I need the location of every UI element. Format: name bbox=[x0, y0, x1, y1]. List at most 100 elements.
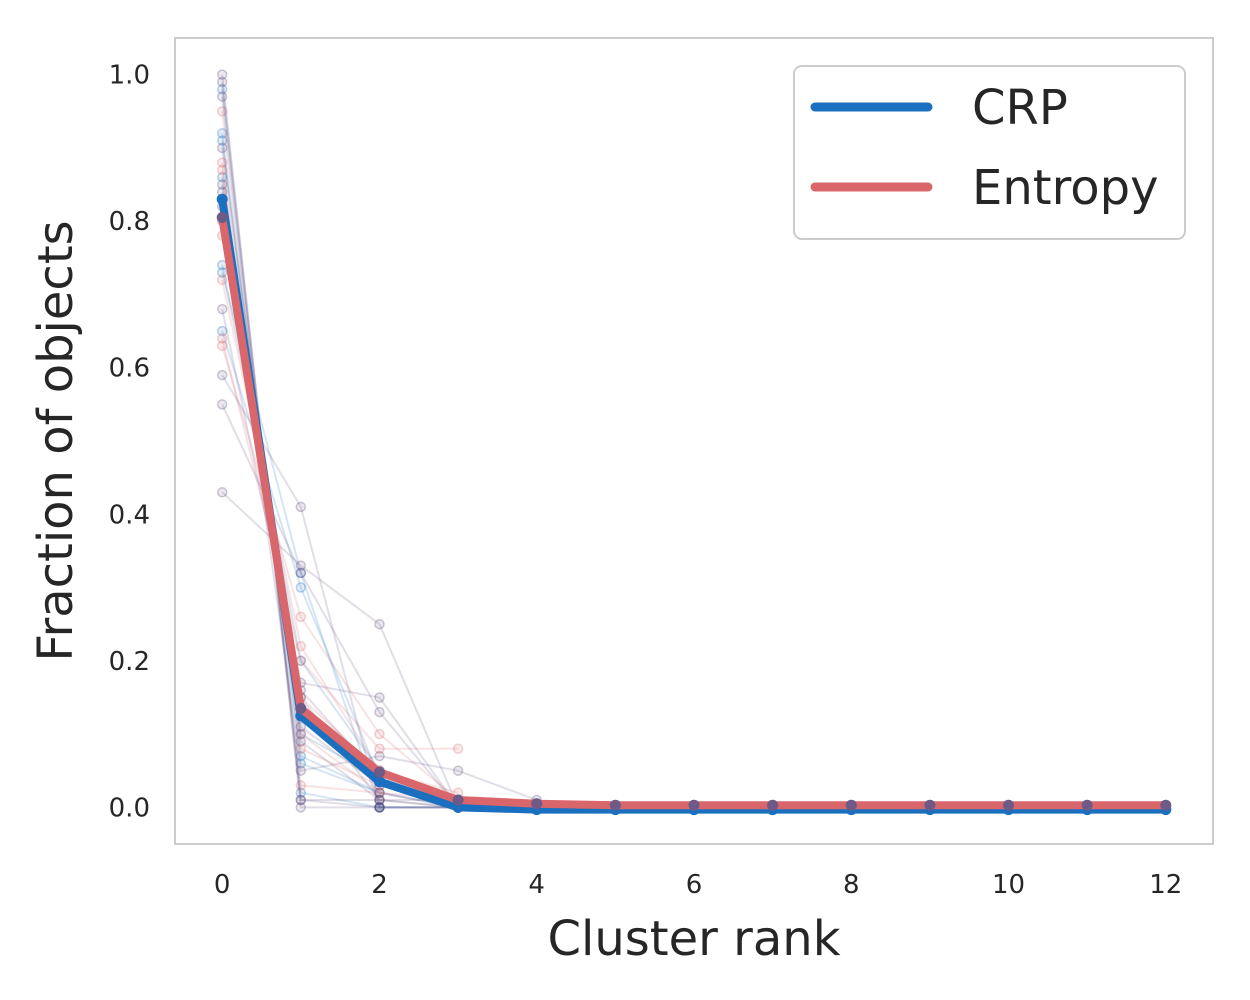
run-point bbox=[295, 501, 307, 513]
y-tick-label: 0.6 bbox=[109, 354, 150, 384]
series-point-entropy bbox=[1081, 799, 1093, 811]
run-point bbox=[374, 787, 385, 798]
series-point-entropy bbox=[1003, 799, 1014, 811]
x-tick-label: 12 bbox=[1149, 870, 1182, 900]
run-line-10 bbox=[221, 338, 459, 750]
y-axis-ticks: 0.0 0.2 0.4 0.6 0.8 1.0 bbox=[109, 61, 150, 824]
run-point bbox=[216, 303, 228, 315]
series-point-entropy bbox=[767, 799, 779, 811]
run-point bbox=[295, 567, 307, 579]
series-point-crp bbox=[216, 193, 228, 205]
run-point bbox=[216, 164, 228, 176]
x-tick-label: 4 bbox=[528, 870, 545, 900]
x-tick-label: 8 bbox=[843, 870, 860, 900]
run-point bbox=[374, 728, 385, 740]
run-point bbox=[216, 274, 228, 286]
y-tick-label: 1.0 bbox=[109, 61, 150, 91]
run-point bbox=[374, 794, 385, 806]
run-point bbox=[295, 736, 307, 747]
run-point bbox=[216, 157, 228, 168]
run-point bbox=[452, 743, 464, 754]
run-point bbox=[295, 758, 307, 769]
series-point-entropy bbox=[216, 212, 228, 223]
run-point bbox=[216, 267, 228, 278]
run-point bbox=[216, 179, 228, 190]
run-point bbox=[374, 802, 385, 813]
run-point bbox=[216, 135, 228, 146]
series-point-entropy bbox=[688, 799, 700, 811]
series-point-entropy bbox=[452, 794, 464, 806]
run-point bbox=[374, 787, 385, 798]
run-line-24 bbox=[221, 206, 538, 801]
run-point bbox=[374, 692, 385, 703]
y-tick-label: 0.0 bbox=[109, 793, 150, 823]
run-line-5 bbox=[221, 272, 459, 809]
y-axis-label: Fraction of objects bbox=[28, 220, 84, 661]
run-line-16 bbox=[221, 491, 460, 808]
run-point bbox=[216, 399, 228, 410]
run-point bbox=[295, 787, 307, 798]
run-point bbox=[374, 787, 385, 798]
run-point bbox=[374, 794, 385, 806]
run-point bbox=[216, 369, 228, 381]
run-point bbox=[374, 802, 385, 813]
run-point bbox=[295, 582, 307, 593]
run-point bbox=[295, 794, 307, 806]
legend-crp-label: CRP bbox=[972, 80, 1068, 136]
run-point bbox=[295, 640, 307, 652]
run-point bbox=[295, 780, 307, 791]
run-line-17 bbox=[221, 308, 459, 808]
run-point bbox=[216, 142, 228, 154]
run-point bbox=[374, 750, 385, 762]
x-axis-label: Cluster rank bbox=[548, 911, 841, 967]
run-point bbox=[216, 333, 228, 344]
x-tick-label: 10 bbox=[992, 870, 1025, 900]
run-point bbox=[216, 340, 228, 351]
mean-series bbox=[216, 193, 1172, 816]
y-tick-label: 0.4 bbox=[109, 500, 150, 530]
x-axis-ticks: 0 2 4 6 8 10 12 bbox=[214, 870, 1182, 900]
run-point bbox=[452, 765, 464, 776]
run-point bbox=[374, 618, 385, 630]
series-point-entropy bbox=[1160, 799, 1172, 811]
run-point bbox=[216, 84, 228, 95]
run-point bbox=[374, 794, 385, 806]
run-point bbox=[295, 721, 307, 733]
y-tick-label: 0.2 bbox=[109, 647, 150, 677]
x-tick-label: 2 bbox=[371, 870, 388, 900]
run-point bbox=[216, 487, 228, 498]
series-point-entropy bbox=[924, 799, 936, 811]
series-point-entropy bbox=[295, 702, 307, 714]
run-point bbox=[295, 567, 307, 579]
run-point bbox=[295, 765, 307, 776]
run-point bbox=[374, 743, 385, 754]
run-point bbox=[295, 611, 307, 623]
series-point-entropy bbox=[845, 799, 857, 811]
run-point bbox=[216, 91, 228, 102]
run-point bbox=[295, 750, 307, 762]
run-point bbox=[374, 802, 385, 813]
run-point bbox=[374, 787, 385, 798]
run-point bbox=[216, 106, 228, 117]
series-point-entropy bbox=[531, 798, 543, 810]
x-tick-label: 0 bbox=[214, 870, 231, 900]
run-point bbox=[374, 706, 385, 718]
series-point-crp bbox=[374, 776, 385, 788]
run-point bbox=[295, 560, 307, 571]
run-point bbox=[216, 69, 228, 80]
series-point-entropy bbox=[374, 766, 385, 778]
legend-entropy-label: Entropy bbox=[972, 160, 1159, 216]
run-point bbox=[216, 171, 228, 183]
run-point bbox=[216, 76, 228, 88]
y-tick-label: 0.8 bbox=[109, 207, 150, 237]
run-point bbox=[374, 802, 385, 813]
legend: CRP Entropy bbox=[793, 65, 1186, 240]
run-point bbox=[216, 128, 228, 139]
run-point bbox=[216, 325, 228, 337]
run-point bbox=[295, 728, 307, 740]
run-point bbox=[295, 802, 307, 813]
run-point bbox=[295, 743, 307, 754]
run-point bbox=[374, 802, 385, 813]
series-point-entropy bbox=[609, 799, 621, 811]
